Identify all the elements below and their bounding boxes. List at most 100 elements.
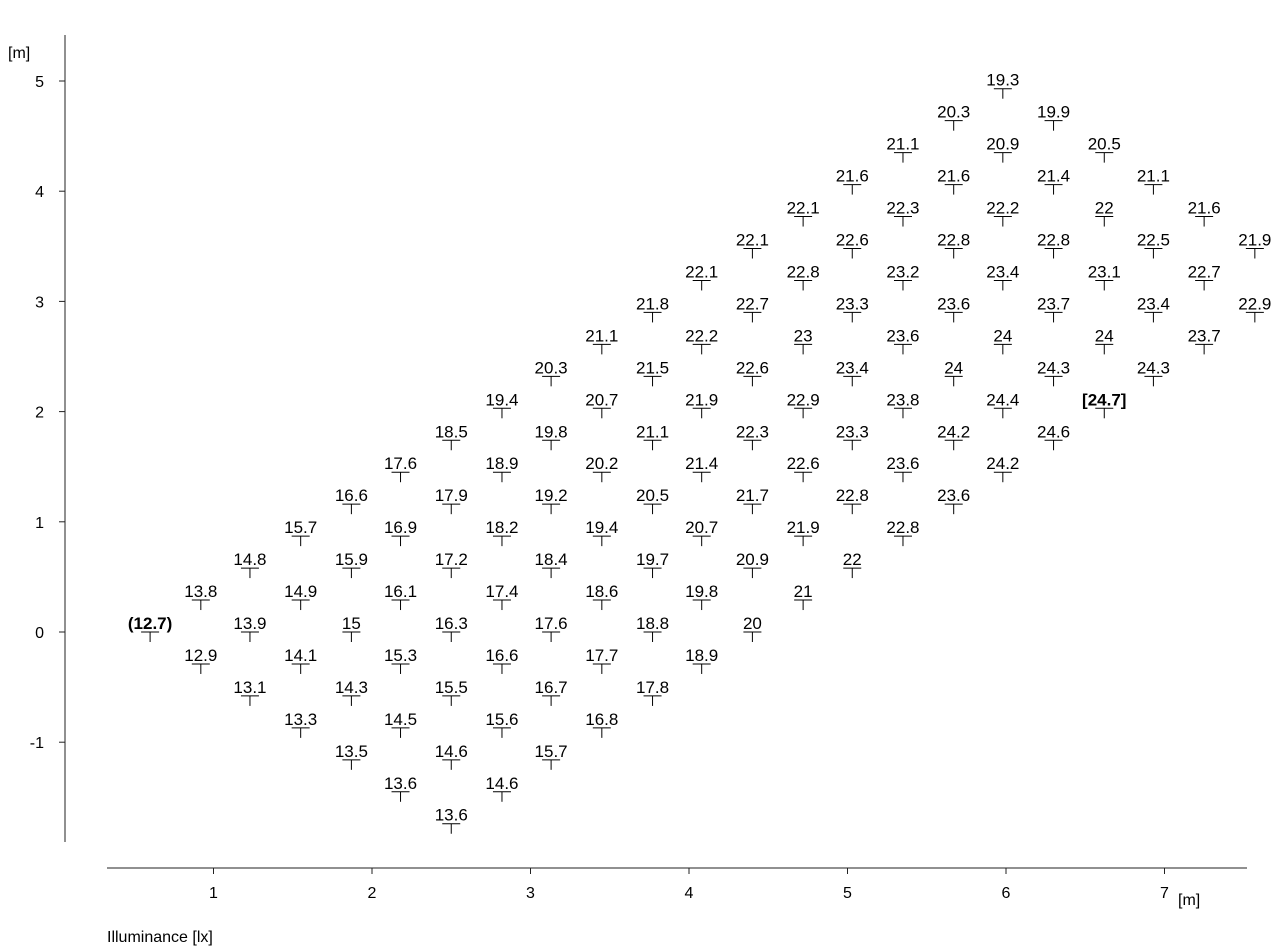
point-value-label: 18.9 [485, 454, 518, 473]
point-value-label: 16.6 [335, 486, 368, 505]
data-point: 18.5 [435, 422, 468, 451]
data-point: 23.6 [886, 326, 920, 355]
point-value-label: 22.8 [836, 486, 869, 505]
data-point: 15.6 [485, 710, 519, 738]
data-point: 23.3 [836, 422, 869, 451]
point-value-label: 18.2 [485, 518, 518, 537]
data-point: 22.1 [787, 199, 820, 227]
point-value-label: 22.6 [836, 231, 869, 250]
data-point: 21.9 [1238, 231, 1271, 259]
point-value-label: 23.7 [1188, 326, 1221, 345]
data-point: 19.4 [585, 518, 618, 547]
data-point: 15 [342, 614, 361, 642]
point-value-label: 19.8 [535, 422, 568, 441]
y-tick-label: 0 [35, 625, 44, 642]
point-value-label: 20.9 [736, 550, 769, 569]
data-point: 21.4 [1037, 167, 1070, 195]
data-point: 21.1 [886, 135, 920, 163]
x-tick-label: 7 [1160, 885, 1169, 902]
point-value-label: 19.7 [636, 550, 669, 569]
point-value-label: 23.6 [886, 454, 919, 473]
point-value-label: 13.8 [184, 582, 217, 601]
data-point: 18.8 [636, 614, 669, 642]
point-value-label: 21.7 [736, 486, 769, 505]
y-tick-label: 3 [35, 294, 44, 311]
data-point: 15.7 [535, 742, 568, 770]
point-value-label: 15.9 [335, 550, 368, 569]
point-value-label: 15.7 [284, 518, 317, 537]
point-value-label: 24 [1095, 326, 1114, 345]
point-value-label: 14.6 [485, 774, 518, 793]
data-point: 16.7 [535, 678, 568, 706]
data-point: 23.4 [1137, 294, 1170, 323]
min-value-label: (12.7) [128, 614, 172, 633]
data-point: 15.5 [435, 678, 468, 706]
point-value-label: 14.3 [335, 678, 368, 697]
data-point: 23.6 [886, 454, 920, 483]
point-value-label: 15 [342, 614, 361, 633]
data-point: 21.8 [636, 294, 669, 323]
point-value-label: 16.3 [435, 614, 468, 633]
point-value-label: 21 [794, 582, 813, 601]
point-value-label: 21.1 [636, 422, 669, 441]
point-value-label: 17.2 [435, 550, 468, 569]
point-value-label: 17.6 [535, 614, 568, 633]
data-point: 17.4 [485, 582, 519, 611]
data-point: 16.1 [384, 582, 417, 611]
data-point: 24 [993, 326, 1012, 355]
point-value-label: 22.2 [685, 326, 718, 345]
data-point: 23.4 [986, 262, 1019, 291]
point-value-label: 20.3 [535, 358, 568, 377]
point-value-label: 13.5 [335, 742, 368, 761]
data-point: 21.1 [585, 326, 618, 355]
point-value-label: 22 [1095, 199, 1114, 218]
data-point: (12.7) [128, 614, 172, 642]
point-value-label: 20.7 [585, 390, 618, 409]
point-value-label: 19.4 [585, 518, 618, 537]
data-point: 15.9 [335, 550, 368, 579]
point-value-label: 23.6 [937, 294, 970, 313]
point-value-label: 23.8 [886, 390, 919, 409]
point-value-label: 21.9 [787, 518, 820, 537]
data-point: 22.5 [1137, 231, 1170, 259]
point-value-label: 23.3 [836, 422, 869, 441]
point-value-label: 21.4 [685, 454, 718, 473]
point-value-label: 22.3 [736, 422, 769, 441]
point-value-label: 24.3 [1137, 358, 1170, 377]
point-value-label: 20.3 [937, 103, 970, 122]
y-tick-label: 5 [35, 74, 44, 91]
data-point: 16.8 [585, 710, 618, 738]
data-point: 18.9 [685, 646, 718, 674]
point-value-label: 16.6 [485, 646, 518, 665]
point-value-label: 16.1 [384, 582, 417, 601]
point-value-label: 22.2 [986, 199, 1019, 218]
point-value-label: 15.7 [535, 742, 568, 761]
point-value-label: 18.5 [435, 422, 468, 441]
data-point: 13.3 [284, 710, 317, 738]
point-value-label: 24 [993, 326, 1012, 345]
y-tick-label: 1 [35, 515, 44, 532]
data-point: 22.3 [886, 199, 920, 227]
data-point: 20.5 [1088, 135, 1121, 163]
data-point: 21.6 [1188, 199, 1221, 227]
data-point: 22.6 [836, 231, 869, 259]
point-value-label: 14.8 [233, 550, 266, 569]
point-value-label: 20 [743, 614, 762, 633]
point-value-label: 16.9 [384, 518, 417, 537]
data-point: 23.4 [836, 358, 869, 387]
point-value-label: 15.6 [485, 710, 518, 729]
point-value-label: 22.5 [1137, 231, 1170, 250]
data-point: 13.6 [435, 806, 468, 834]
point-value-label: 23.1 [1088, 262, 1121, 281]
point-value-label: 18.6 [585, 582, 618, 601]
point-value-label: 22.8 [886, 518, 919, 537]
x-axis-unit: [m] [1178, 892, 1200, 909]
point-value-label: 15.5 [435, 678, 468, 697]
data-point: 23.6 [937, 486, 970, 515]
point-value-label: 23.4 [1137, 294, 1170, 313]
data-point: 19.9 [1037, 103, 1070, 131]
point-value-label: 23.3 [836, 294, 869, 313]
data-points: (12.7) 13.8 14.8 15.7 16.6 17.6 18.5 19.4 20.3 21… [128, 71, 1271, 834]
point-value-label: 22.8 [787, 262, 820, 281]
